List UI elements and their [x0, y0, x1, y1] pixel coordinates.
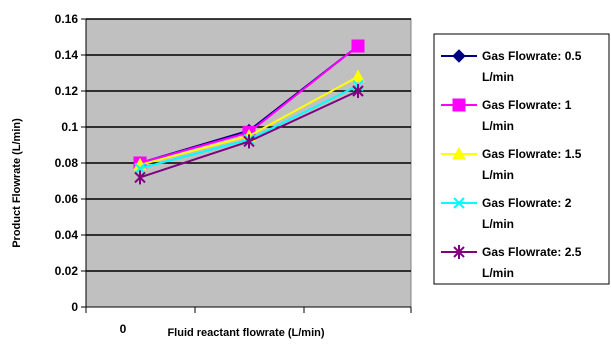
y-axis-title: Product Flowrate (L/min) [11, 118, 23, 248]
legend-label: L/min [482, 217, 514, 231]
data-point [452, 146, 466, 160]
legend-label: Gas Flowrate: 0.5 [482, 49, 582, 63]
data-point [134, 162, 146, 175]
legend-label: L/min [482, 70, 514, 84]
legend-label: L/min [482, 119, 514, 133]
data-point [351, 69, 365, 83]
legend: Gas Flowrate: 0.5 L/min Gas Flowrate: 1 L/m… [433, 33, 610, 285]
legend-entry: Gas Flowrate: 2 L/min [441, 196, 572, 231]
y-tick-label: 0.08 [55, 156, 79, 170]
x-axis-title: Fluid reactant flowrate (L/min) [167, 327, 324, 339]
legend-label: Gas Flowrate: 1 [482, 98, 572, 112]
data-point [352, 84, 364, 98]
data-point [453, 197, 465, 209]
legend-entry: Gas Flowrate: 0.5 L/min [441, 49, 582, 84]
x-tick-label: 0 [120, 322, 127, 336]
legend-label: Gas Flowrate: 2 [482, 196, 572, 210]
legend-entry: Gas Flowrate: 1.5 L/min [441, 146, 582, 182]
y-tick-label: 0.06 [55, 192, 79, 206]
legend-label: Gas Flowrate: 2.5 [482, 245, 582, 259]
series-group [133, 39, 365, 185]
data-point [452, 98, 466, 112]
axes: 0 0.02 0.04 0.06 0.08 0.1 0.12 0.14 0.16 0 [55, 12, 412, 336]
data-point [453, 245, 465, 259]
legend-entry: Gas Flowrate: 2.5 L/min [441, 245, 582, 280]
y-tick-label: 0.14 [55, 48, 79, 62]
y-tick-label: 0.16 [55, 12, 79, 26]
data-point [243, 134, 255, 149]
data-point [134, 170, 146, 185]
y-tick-label: 0.1 [61, 120, 78, 134]
legend-label: L/min [482, 168, 514, 182]
legend-label: Gas Flowrate: 1.5 [482, 147, 582, 161]
y-tick-label: 0.12 [55, 84, 79, 98]
data-point [452, 49, 466, 63]
series-5 [134, 84, 364, 185]
y-tick-label: 0 [71, 300, 78, 314]
y-tick-label: 0.04 [55, 228, 79, 242]
legend-entry: Gas Flowrate: 1 L/min [441, 98, 572, 133]
data-point [351, 39, 365, 53]
legend-label: L/min [482, 266, 514, 280]
y-tick-label: 0.02 [55, 264, 79, 278]
